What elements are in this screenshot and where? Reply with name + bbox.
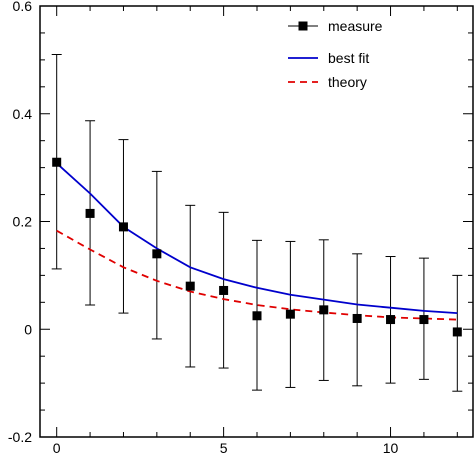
measure-point xyxy=(185,281,195,291)
error-bars xyxy=(51,53,463,392)
legend-label: measure xyxy=(328,18,383,34)
measure-point xyxy=(252,311,262,321)
x-tick-label: 10 xyxy=(383,440,399,456)
measure-point xyxy=(118,222,128,232)
x-axis-ticks: 0 5 10 xyxy=(53,6,458,456)
y-tick-label: 0.2 xyxy=(13,214,33,230)
legend-label: best fit xyxy=(328,50,369,66)
measure-point xyxy=(85,208,95,218)
x-tick-label: 0 xyxy=(53,440,61,456)
legend-label: theory xyxy=(328,74,367,90)
measure-point xyxy=(285,309,295,319)
legend: measure best fit theory xyxy=(288,18,383,90)
measure-point xyxy=(219,285,229,295)
measure-point xyxy=(152,249,162,259)
measure-point xyxy=(352,313,362,323)
x-tick-label: 5 xyxy=(220,440,228,456)
y-axis-ticks: -0.2 0 0.2 0.4 0.6 xyxy=(8,0,473,445)
measure-point xyxy=(452,327,462,337)
plot-frame xyxy=(39,5,474,438)
legend-measure-marker xyxy=(298,21,308,31)
measure-point xyxy=(319,305,329,315)
measure-point xyxy=(52,157,62,167)
measure-point xyxy=(386,315,396,325)
y-tick-label: -0.2 xyxy=(8,429,32,445)
y-tick-label: 0 xyxy=(24,321,32,337)
y-tick-label: 0.4 xyxy=(13,106,33,122)
y-tick-label: 0.6 xyxy=(13,0,33,14)
data-points xyxy=(52,157,462,337)
measure-point xyxy=(419,315,429,325)
